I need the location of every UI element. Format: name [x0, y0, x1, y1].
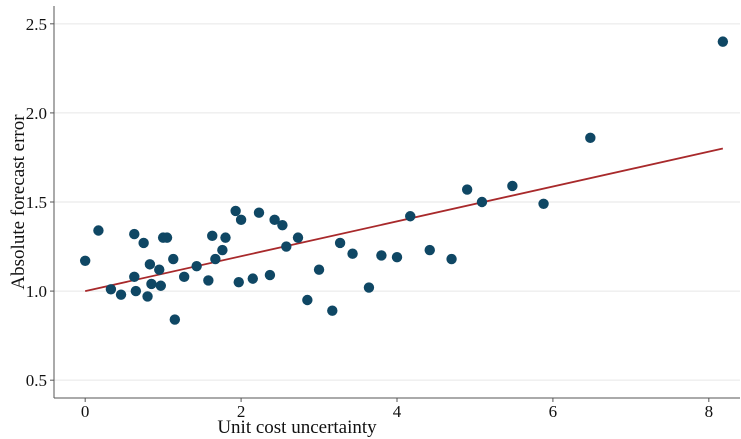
data-point — [146, 278, 157, 290]
data-point — [405, 211, 416, 222]
data-point — [169, 314, 181, 325]
y-tick-label: 2.0 — [26, 104, 47, 123]
data-point — [203, 275, 214, 286]
data-point — [269, 214, 280, 226]
data-point — [168, 253, 179, 265]
ticks-layer: 0.5 1.0 1.5 2.0 2.5 0 2 4 6 8 — [26, 15, 713, 421]
x-tick-label: 6 — [549, 402, 558, 421]
data-point — [217, 244, 228, 256]
data-point — [210, 253, 221, 265]
data-point — [155, 280, 166, 291]
data-point — [424, 244, 435, 256]
data-point — [161, 232, 173, 243]
data-point — [105, 284, 117, 295]
points-layer — [79, 36, 729, 325]
data-point — [264, 269, 276, 281]
data-point — [391, 252, 403, 263]
x-axis-title: Unit cost uncertainty — [217, 417, 377, 438]
data-point — [461, 184, 473, 195]
data-point — [347, 248, 358, 259]
data-point — [585, 132, 596, 144]
data-point — [130, 285, 142, 297]
data-point — [138, 237, 149, 249]
data-point — [277, 219, 288, 231]
data-point — [376, 250, 387, 261]
data-point — [538, 198, 549, 209]
data-point — [178, 271, 190, 283]
data-point — [144, 259, 156, 270]
y-tick-label: 1.0 — [26, 282, 47, 301]
data-point — [253, 207, 265, 218]
data-point — [79, 255, 91, 266]
x-tick-label: 8 — [705, 402, 714, 421]
data-point — [233, 276, 244, 288]
data-point — [281, 241, 292, 252]
data-point — [115, 289, 127, 300]
data-point — [507, 180, 518, 192]
data-point — [142, 291, 153, 302]
data-point — [717, 36, 729, 47]
y-axis-title: Absolute forecast error — [8, 114, 29, 290]
data-point — [363, 282, 375, 293]
data-point — [247, 273, 258, 284]
data-point — [302, 294, 313, 306]
x-tick-label: 2 — [237, 402, 246, 421]
y-tick-label: 0.5 — [26, 371, 47, 390]
fit-line — [84, 147, 724, 292]
x-tick-label: 4 — [393, 402, 402, 421]
data-point — [129, 271, 140, 283]
y-tick-label: 1.5 — [26, 193, 47, 212]
data-point — [129, 228, 140, 240]
data-point — [93, 225, 104, 236]
data-point — [476, 196, 488, 208]
data-point — [235, 214, 247, 226]
data-point — [292, 232, 304, 243]
data-point — [220, 232, 231, 243]
data-point — [154, 264, 165, 275]
data-point — [446, 253, 457, 265]
data-point — [191, 260, 202, 272]
fit-layer — [84, 147, 724, 292]
y-tick-label: 2.5 — [26, 15, 47, 34]
data-point — [207, 230, 218, 242]
x-tick-label: 0 — [81, 402, 90, 421]
grid-layer — [54, 23, 740, 381]
data-point — [313, 264, 325, 275]
data-point — [230, 205, 241, 217]
data-point — [327, 305, 338, 316]
data-point — [334, 237, 346, 249]
